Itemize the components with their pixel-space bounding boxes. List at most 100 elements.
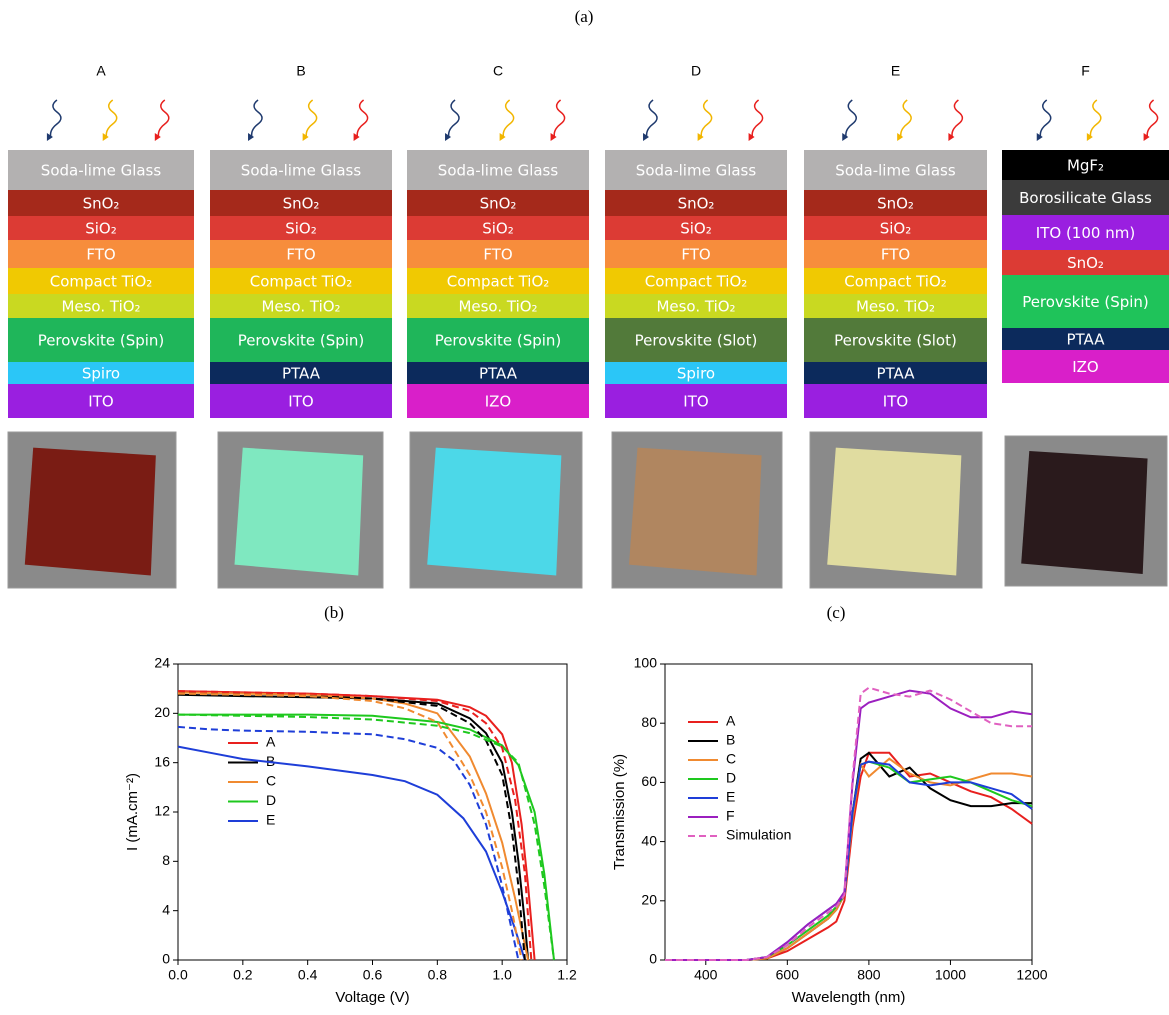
y-tick-label: 8 bbox=[162, 852, 170, 868]
arrow-head bbox=[897, 133, 904, 141]
layer bbox=[605, 362, 787, 384]
legend-label: B bbox=[726, 732, 735, 748]
panel-label: (b) bbox=[324, 603, 344, 622]
arrow-head bbox=[102, 133, 109, 141]
layer bbox=[407, 216, 589, 240]
layer-name: PTAA bbox=[282, 365, 321, 383]
layer-name: SiO₂ bbox=[285, 220, 317, 238]
layer bbox=[1002, 180, 1169, 215]
x-tick-label: 0.6 bbox=[363, 967, 383, 983]
light-arrow bbox=[553, 99, 566, 139]
arrow-head bbox=[643, 133, 650, 141]
light-arrow bbox=[356, 99, 369, 139]
series-line bbox=[177, 745, 526, 961]
layer-name: SnO₂ bbox=[877, 195, 914, 213]
y-tick-label: 4 bbox=[162, 901, 170, 917]
layer-name: Borosilicate Glass bbox=[1019, 189, 1152, 207]
arrow-head bbox=[1036, 133, 1043, 141]
layer bbox=[804, 362, 987, 384]
layer bbox=[407, 384, 589, 418]
layer bbox=[8, 150, 194, 190]
x-tick-label: 0.2 bbox=[233, 967, 253, 983]
layer-name: Perovskite (Slot) bbox=[635, 332, 758, 350]
layer-name: Perovskite (Spin) bbox=[435, 332, 562, 350]
y-tick-label: 20 bbox=[641, 892, 657, 908]
arrow-head bbox=[550, 133, 557, 141]
arrow-head bbox=[842, 133, 849, 141]
layer-name: IZO bbox=[1072, 358, 1099, 376]
x-axis-label: Voltage (V) bbox=[335, 989, 409, 1006]
y-axis-label: I (mA.cm⁻²) bbox=[124, 773, 141, 851]
x-tick-label: 0.8 bbox=[428, 967, 448, 983]
arrow-head bbox=[302, 133, 309, 141]
layer-name: ITO bbox=[883, 393, 908, 411]
arrow-head bbox=[499, 133, 506, 141]
light-arrow bbox=[157, 99, 170, 139]
light-arrow bbox=[951, 99, 964, 139]
layer-name: Compact TiO₂ bbox=[447, 273, 550, 291]
layer bbox=[407, 150, 589, 190]
photo-sample bbox=[629, 447, 762, 576]
layer-name: Perovskite (Slot) bbox=[834, 332, 957, 350]
light-arrow bbox=[645, 99, 658, 139]
x-tick-label: 800 bbox=[857, 967, 881, 983]
x-tick-label: 400 bbox=[694, 967, 718, 983]
series-line bbox=[177, 690, 533, 961]
layer-name: Compact TiO₂ bbox=[50, 273, 153, 291]
y-tick-label: 60 bbox=[641, 773, 657, 789]
layer bbox=[804, 318, 987, 362]
device-label: C bbox=[493, 63, 503, 79]
layer bbox=[407, 190, 589, 216]
layer-name: ITO bbox=[683, 393, 708, 411]
y-tick-label: 12 bbox=[154, 803, 170, 819]
layer-name: SnO₂ bbox=[283, 195, 320, 213]
layer bbox=[1002, 275, 1169, 328]
layer-name: FTO bbox=[286, 246, 315, 264]
layer-name: SiO₂ bbox=[680, 220, 712, 238]
layer bbox=[605, 190, 787, 216]
layer-name: Perovskite (Spin) bbox=[38, 332, 165, 350]
device-label: B bbox=[296, 63, 305, 79]
arrow-head bbox=[1086, 133, 1093, 141]
layer bbox=[210, 216, 392, 240]
layer bbox=[8, 216, 194, 240]
layer bbox=[8, 384, 194, 418]
layer bbox=[1002, 350, 1169, 383]
layer-name: SnO₂ bbox=[83, 195, 120, 213]
light-arrow bbox=[845, 99, 857, 139]
layer-name: Spiro bbox=[677, 365, 715, 383]
light-arrow bbox=[1146, 99, 1159, 139]
layer-name: FTO bbox=[881, 246, 910, 264]
layer-name: Perovskite (Spin) bbox=[1022, 293, 1149, 311]
layer-name: Soda-lime Glass bbox=[835, 162, 956, 180]
series-line bbox=[177, 725, 520, 961]
legend-label: Simulation bbox=[726, 827, 791, 843]
layer-name: PTAA bbox=[877, 365, 916, 383]
device-label: D bbox=[691, 63, 701, 79]
arrow-head bbox=[154, 133, 161, 141]
x-tick-label: 600 bbox=[776, 967, 800, 983]
layer bbox=[804, 190, 987, 216]
x-tick-label: 1200 bbox=[1016, 967, 1047, 983]
layer bbox=[8, 240, 194, 268]
arrow-head bbox=[697, 133, 704, 141]
y-tick-label: 100 bbox=[634, 655, 658, 671]
layer-name: ITO (100 nm) bbox=[1036, 224, 1135, 242]
layer-name: MgF₂ bbox=[1067, 157, 1104, 175]
light-arrow bbox=[1089, 99, 1102, 139]
layer-name: Meso. TiO₂ bbox=[656, 298, 735, 316]
layer-name: FTO bbox=[483, 246, 512, 264]
legend-label: C bbox=[266, 773, 276, 789]
y-tick-label: 80 bbox=[641, 714, 657, 730]
series-line bbox=[665, 760, 1033, 961]
layer-name: Soda-lime Glass bbox=[636, 162, 757, 180]
light-arrow bbox=[49, 99, 62, 139]
y-tick-label: 16 bbox=[154, 753, 170, 769]
legend-label: D bbox=[726, 770, 736, 786]
series-line bbox=[178, 713, 555, 961]
photo-sample bbox=[427, 447, 562, 576]
arrow-head bbox=[1143, 133, 1150, 141]
x-tick-label: 1.0 bbox=[492, 967, 512, 983]
arrow-head bbox=[748, 133, 755, 141]
